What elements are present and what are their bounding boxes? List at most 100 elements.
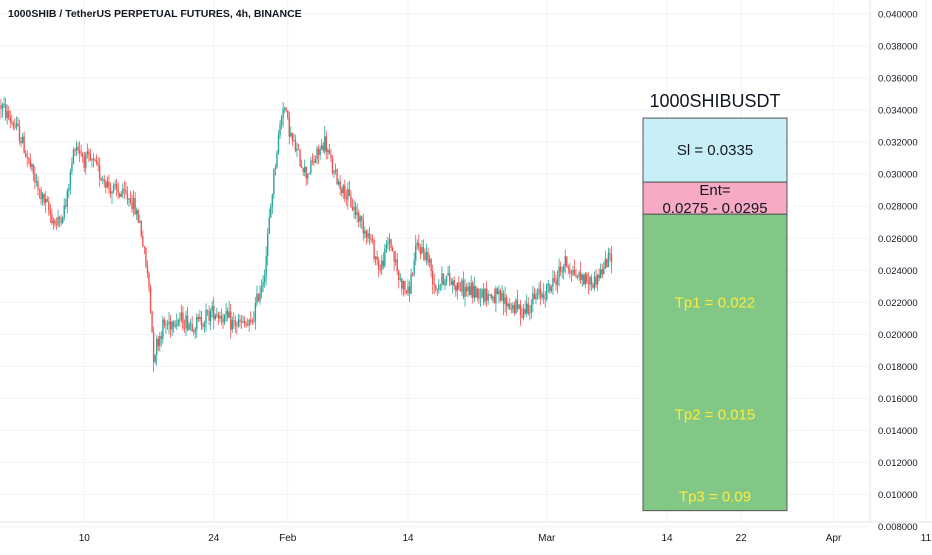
candle xyxy=(408,281,411,303)
candle xyxy=(578,270,580,282)
tp-label: Tp3 = 0.09 xyxy=(679,489,751,506)
candle xyxy=(307,173,309,185)
candle xyxy=(319,146,321,160)
x-tick-label: 24 xyxy=(208,533,220,544)
candle xyxy=(394,250,397,266)
candle xyxy=(601,264,603,278)
candle xyxy=(236,321,238,335)
candle xyxy=(600,263,602,279)
candle xyxy=(12,120,15,131)
candle xyxy=(478,288,480,304)
chart-title: 1000SHIB / TetherUS PERPETUAL FUTURES, 4… xyxy=(8,8,302,20)
candle xyxy=(23,131,25,154)
candle xyxy=(246,318,249,327)
candle xyxy=(196,313,198,338)
candle xyxy=(416,239,418,250)
candle xyxy=(424,248,426,262)
candle xyxy=(381,254,383,276)
candle xyxy=(370,234,372,243)
candle xyxy=(290,126,292,138)
candle xyxy=(586,272,588,284)
candle xyxy=(149,284,152,314)
candle xyxy=(324,126,326,155)
candle xyxy=(553,271,556,284)
candle xyxy=(171,320,173,337)
candle xyxy=(1,102,4,118)
candle xyxy=(587,272,590,295)
candle xyxy=(172,320,175,333)
candle xyxy=(529,305,531,321)
candle xyxy=(294,134,297,153)
y-tick-label: 0.036000 xyxy=(878,74,918,85)
candle xyxy=(439,283,442,292)
candle xyxy=(131,194,133,213)
candle xyxy=(556,270,559,294)
candle xyxy=(123,180,126,200)
candle xyxy=(213,296,215,330)
candle xyxy=(479,288,482,307)
candle xyxy=(549,283,551,294)
candle xyxy=(270,203,272,218)
candle xyxy=(495,285,497,313)
candle xyxy=(410,268,412,295)
candle xyxy=(333,170,335,179)
candle xyxy=(28,157,30,165)
candle xyxy=(38,188,41,199)
candle xyxy=(558,258,560,287)
candle xyxy=(501,285,503,302)
candle xyxy=(576,274,579,280)
candle xyxy=(575,268,577,278)
candle xyxy=(142,230,144,248)
candle xyxy=(80,144,82,158)
candle xyxy=(421,240,423,255)
candle xyxy=(592,282,594,289)
candle xyxy=(214,313,216,321)
candle xyxy=(470,275,472,298)
price-axis[interactable]: 0.040000 0.038000 0.036000 0.034000 0.032000… xyxy=(869,0,918,533)
candle xyxy=(496,287,499,295)
candle xyxy=(14,118,16,131)
candle xyxy=(32,164,35,182)
candle xyxy=(58,215,61,228)
candle xyxy=(191,315,193,332)
candle xyxy=(276,150,278,169)
candle xyxy=(544,291,546,308)
candle xyxy=(43,193,45,206)
candle xyxy=(51,208,53,226)
candle xyxy=(128,197,130,207)
candle xyxy=(563,263,565,280)
candle xyxy=(65,198,67,209)
candle xyxy=(559,261,562,276)
candle xyxy=(450,277,452,286)
candle xyxy=(159,331,161,352)
tp-label: Tp1 = 0.022 xyxy=(675,294,755,311)
candle xyxy=(49,203,52,223)
y-tick-label: 0.026000 xyxy=(878,234,918,245)
candle xyxy=(15,116,18,131)
candle xyxy=(288,111,290,145)
candle xyxy=(160,331,163,347)
candle xyxy=(484,288,486,305)
time-axis[interactable]: 1024Feb14Mar1422Apr1119 xyxy=(0,521,932,544)
candle xyxy=(282,101,284,128)
candle xyxy=(419,244,422,260)
candle xyxy=(354,201,357,220)
candle xyxy=(317,145,320,164)
x-tick-label: 11 xyxy=(921,533,932,544)
candle xyxy=(143,245,146,254)
y-tick-label: 0.040000 xyxy=(878,9,918,20)
candle xyxy=(277,130,280,155)
candle xyxy=(379,264,381,274)
candle xyxy=(169,314,172,338)
candle xyxy=(119,192,121,199)
candle xyxy=(610,245,613,274)
candle xyxy=(459,281,462,292)
candle xyxy=(85,151,87,175)
candle xyxy=(596,273,599,291)
candle xyxy=(325,130,327,160)
candle xyxy=(126,186,129,205)
candle xyxy=(393,251,395,272)
candle xyxy=(505,294,508,317)
